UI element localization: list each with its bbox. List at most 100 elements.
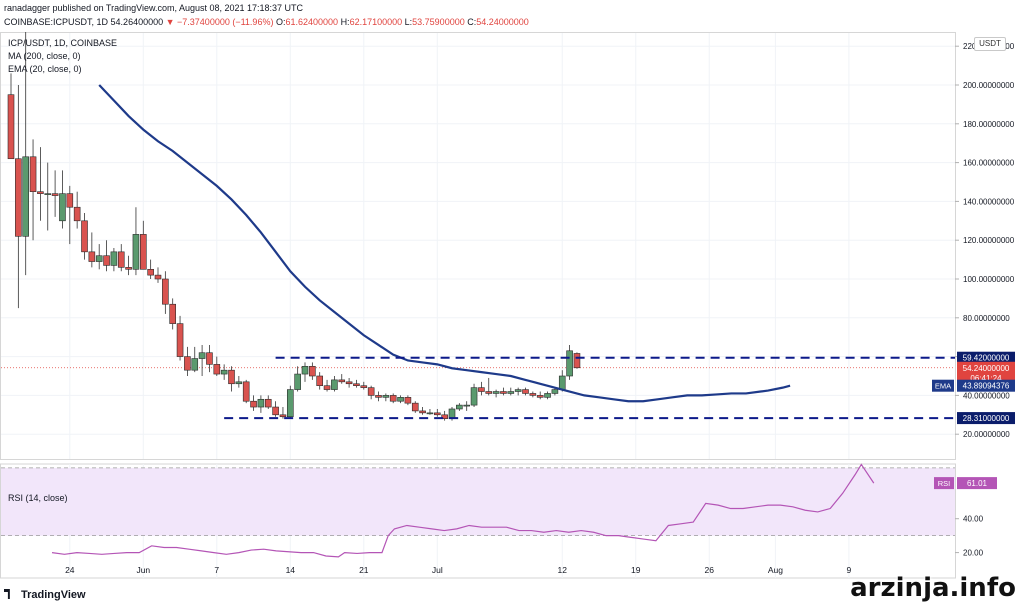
candle-down (15, 158, 22, 237)
close-value: 54.24000000 (476, 17, 529, 27)
watermark: arzinja.info (850, 573, 1016, 603)
symbol-label: COINBASE:ICPUSDT, 1D (4, 17, 109, 27)
close-label: C: (467, 17, 477, 27)
ma-indicator-label[interactable]: MA (200, close, 0) (8, 51, 81, 61)
candle-up (44, 193, 52, 195)
candle-up (397, 397, 404, 402)
candle-up (22, 156, 30, 237)
last-price: 54.26400000 (110, 17, 164, 27)
candle-down (272, 406, 279, 416)
candle-down (309, 365, 316, 377)
rsi-axis-label: 20.00 (963, 549, 984, 558)
currency-badge[interactable]: USDT (974, 37, 1006, 51)
candle-down (323, 385, 331, 390)
candle-down (441, 414, 448, 419)
low-label: L: (404, 17, 413, 27)
level-price-tag (957, 351, 1015, 364)
rsi-indicator-label[interactable]: RSI (14, close) (8, 493, 68, 503)
publisher-line: ranadagger published on TradingView.com,… (4, 3, 304, 13)
last-price-tag-label: 54.24000000 (963, 364, 1010, 373)
rsi-pane-border (0, 463, 956, 579)
candle-down (228, 369, 235, 385)
rsi-name-tag (934, 477, 954, 490)
high-value: 62.17100000 (349, 17, 403, 27)
candle-down (478, 387, 485, 392)
candle-down (433, 412, 441, 416)
price-axis-label: 180.00000000 (963, 120, 1015, 129)
candle-down (419, 410, 426, 414)
time-axis-label: 14 (286, 565, 296, 575)
candle-down (81, 220, 88, 253)
candle-up (220, 369, 228, 375)
rsi-value-label: 61.01 (967, 479, 988, 488)
time-axis-label: Jul (432, 565, 443, 575)
candle-up (456, 404, 463, 410)
last-price-tag (957, 361, 1015, 384)
candle-up (463, 404, 471, 407)
low-value: 53.75900000 (412, 17, 465, 27)
candle-down (404, 397, 412, 404)
level-price-label: 59.42000000 (963, 354, 1010, 363)
price-axis-label: 160.00000000 (963, 159, 1015, 168)
candle-up (382, 395, 390, 398)
candle-up (191, 358, 199, 371)
ema-name-label: EMA (935, 382, 951, 391)
time-axis-label: Aug (768, 565, 783, 575)
candle-down (213, 364, 221, 375)
candle-down (88, 251, 96, 262)
price-chart[interactable]: 20.0000000040.0000000060.0000000080.0000… (0, 32, 1024, 582)
candle-up (492, 391, 500, 394)
time-axis-label: 19 (631, 565, 641, 575)
candle-down (37, 191, 44, 194)
candle-down (353, 383, 360, 387)
countdown-label: 06:41:24 (970, 374, 1002, 383)
candle-down (264, 398, 272, 408)
candle-down (411, 402, 419, 412)
candle-down (375, 395, 382, 398)
rsi-value-tag (957, 477, 997, 490)
candle-down (338, 379, 346, 383)
ohlc-line: COINBASE:ICPUSDT, 1D 54.26400000 ▼ −7.37… (4, 17, 529, 27)
price-axis-label: 100.00000000 (963, 275, 1015, 284)
candle-down (176, 323, 184, 357)
tradingview-brand: TradingView (21, 589, 86, 601)
candle-down (316, 375, 324, 386)
candle-up (426, 412, 434, 415)
main-pane-border (0, 32, 956, 460)
candle-down (367, 387, 375, 396)
tradingview-logo[interactable]: TradingView (4, 589, 86, 601)
candle-up (198, 352, 206, 359)
ema-line (98, 84, 791, 403)
candle-down (147, 269, 154, 276)
level-price-tag (957, 412, 1015, 425)
candle-down (7, 94, 15, 160)
candle-up (286, 389, 294, 418)
candle-down (73, 206, 81, 222)
open-label: O: (275, 17, 286, 27)
ema-indicator-label[interactable]: EMA (20, close, 0) (8, 64, 82, 74)
price-axis-label: 40.00000000 (963, 391, 1010, 400)
candle-down (140, 234, 147, 270)
price-axis-label: 80.00000000 (963, 314, 1010, 323)
chart-title: ICP/USDT, 1D, COINBASE (8, 38, 118, 48)
price-axis-label: 140.00000000 (963, 197, 1015, 206)
level-price-label: 28.31000000 (963, 414, 1010, 423)
candle-up (235, 381, 243, 385)
ema-name-tag (932, 379, 954, 392)
ema-value-label: 43.89094376 (963, 382, 1010, 391)
candle-up (514, 389, 522, 392)
time-axis-label: 24 (65, 565, 75, 575)
ema-value-tag (957, 379, 1015, 392)
candle-down (51, 193, 59, 196)
candle-up (294, 373, 301, 390)
candle-up (544, 393, 551, 398)
candle-up (59, 193, 66, 222)
candle-up (110, 251, 118, 266)
candle-down (500, 391, 507, 394)
candle-down (162, 278, 169, 305)
time-axis-label: Jun (136, 565, 150, 575)
rsi-name-label: RSI (938, 479, 951, 488)
open-value: 61.62400000 (285, 17, 339, 27)
candle-down (169, 303, 176, 324)
candle-up (551, 389, 559, 394)
